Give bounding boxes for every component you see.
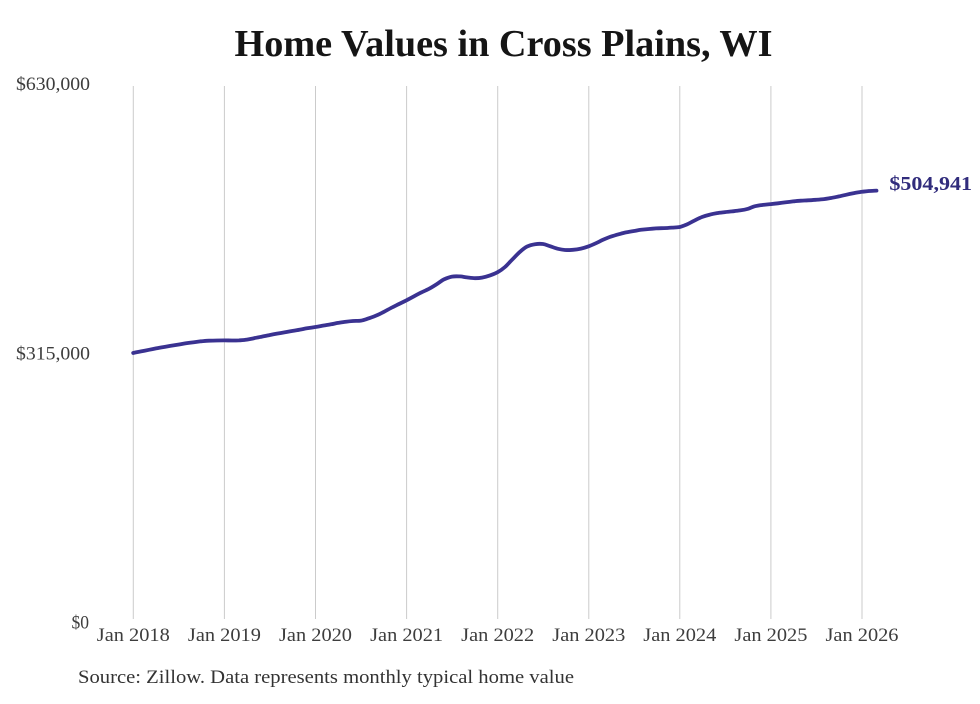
svg-text:$315,000: $315,000: [16, 345, 90, 365]
svg-text:$0: $0: [72, 613, 90, 633]
svg-text:Jan 2025: Jan 2025: [734, 625, 807, 646]
svg-text:Jan 2022: Jan 2022: [461, 625, 534, 646]
svg-text:Jan 2021: Jan 2021: [370, 625, 443, 646]
svg-text:$504,941: $504,941: [889, 173, 972, 195]
svg-text:Jan 2024: Jan 2024: [643, 625, 717, 646]
svg-text:Jan 2026: Jan 2026: [826, 625, 899, 646]
svg-text:$630,000: $630,000: [16, 75, 90, 95]
svg-text:Home Values in Cross Plains, W: Home Values in Cross Plains, WI: [235, 23, 773, 65]
svg-text:Jan 2020: Jan 2020: [279, 625, 352, 646]
svg-text:Source: Zillow. Data represent: Source: Zillow. Data represents monthly …: [78, 667, 574, 688]
svg-text:Jan 2019: Jan 2019: [188, 625, 261, 646]
svg-text:Jan 2018: Jan 2018: [97, 625, 170, 646]
svg-text:Jan 2023: Jan 2023: [552, 625, 625, 646]
